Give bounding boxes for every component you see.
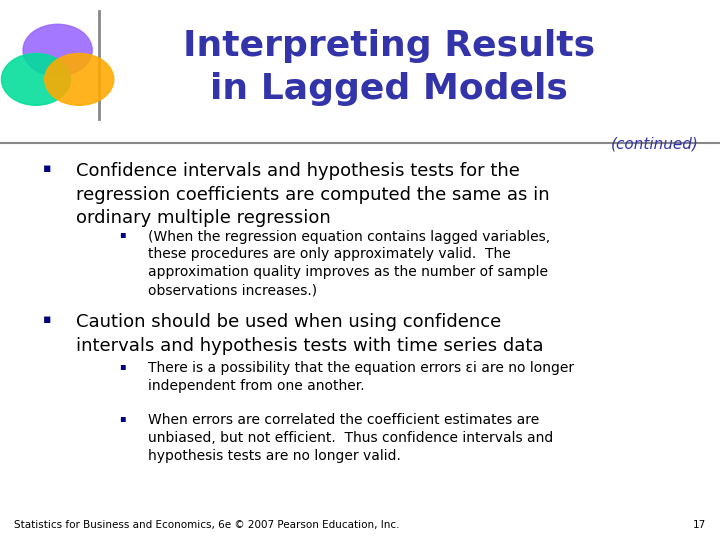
Text: ▪: ▪ (43, 313, 52, 326)
Text: When errors are correlated the coefficient estimates are
unbiased, but not effic: When errors are correlated the coefficie… (148, 413, 553, 463)
Text: Confidence intervals and hypothesis tests for the
regression coefficients are co: Confidence intervals and hypothesis test… (76, 162, 549, 227)
Text: Interpreting Results
in Lagged Models: Interpreting Results in Lagged Models (183, 30, 595, 105)
Text: There is a possibility that the equation errors εi are no longer
independent fro: There is a possibility that the equation… (148, 361, 574, 393)
Text: Statistics for Business and Economics, 6e © 2007 Pearson Education, Inc.: Statistics for Business and Economics, 6… (14, 520, 400, 530)
Text: ▪: ▪ (119, 361, 125, 371)
Text: (When the regression equation contains lagged variables,
these procedures are on: (When the regression equation contains l… (148, 230, 550, 297)
Text: 17: 17 (693, 520, 706, 530)
Text: ▪: ▪ (119, 230, 125, 240)
Text: ▪: ▪ (119, 413, 125, 423)
Text: Caution should be used when using confidence
intervals and hypothesis tests with: Caution should be used when using confid… (76, 313, 543, 355)
Text: ▪: ▪ (43, 162, 52, 175)
Text: (continued): (continued) (611, 136, 698, 151)
